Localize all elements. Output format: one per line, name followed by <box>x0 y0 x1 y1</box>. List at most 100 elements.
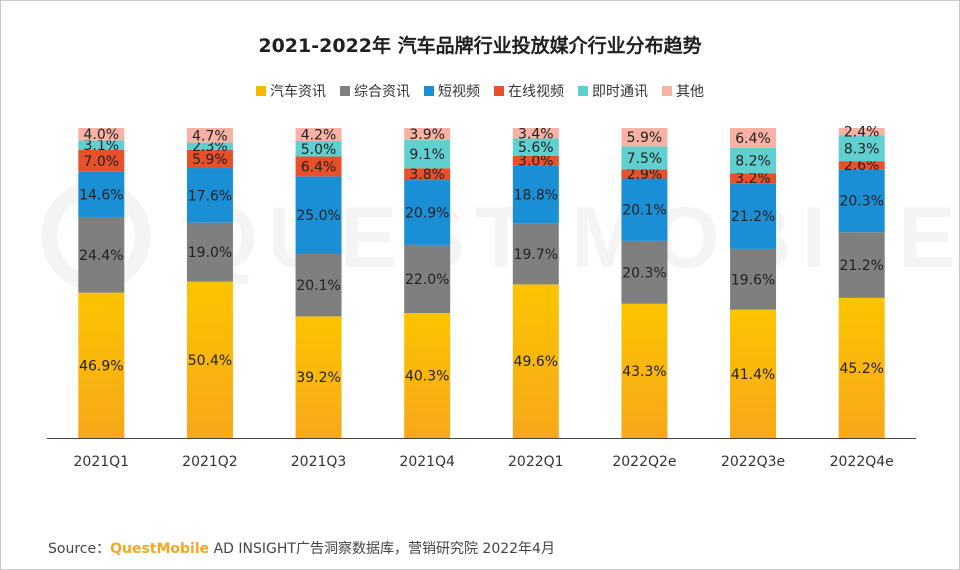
source-text: AD INSIGHT广告洞察数据库，营销研究院 2022年4月 <box>209 541 555 557</box>
bar-segment <box>730 309 777 438</box>
bar-segment <box>78 216 125 293</box>
data-label: 17.6% <box>188 188 232 204</box>
data-label: 2.3% <box>192 139 228 155</box>
chart-title: 2021-2022年 汽车品牌行业投放媒介行业分布趋势 <box>258 35 702 57</box>
data-label: 41.4% <box>731 367 775 383</box>
bar-segment <box>621 178 668 241</box>
legend-item: 在线视频 <box>494 81 564 101</box>
legend-swatch <box>340 86 350 96</box>
data-label: 40.3% <box>405 369 449 385</box>
x-tick-label: 2022Q3e <box>721 454 785 470</box>
bar-segment <box>404 168 451 181</box>
data-label: 20.1% <box>622 203 666 219</box>
bar-segment <box>730 248 777 310</box>
bar-segment <box>186 281 233 438</box>
bar-segment <box>404 180 451 245</box>
data-label: 3.9% <box>409 127 445 143</box>
legend-swatch <box>578 86 588 96</box>
data-label: 3.4% <box>518 126 554 142</box>
bar-segment <box>512 223 559 285</box>
x-tick-label: 2021Q2 <box>182 454 238 470</box>
data-label: 8.3% <box>844 141 880 157</box>
legend-swatch <box>256 86 266 96</box>
bar-segment <box>186 168 233 223</box>
bar-segment <box>295 128 342 142</box>
x-tick-label: 2021Q1 <box>74 454 130 470</box>
bar-segment <box>404 140 451 169</box>
data-label: 24.4% <box>79 248 123 264</box>
data-label: 9.1% <box>409 147 445 163</box>
data-label: 7.5% <box>627 151 663 167</box>
data-label: 20.3% <box>622 265 666 281</box>
bar-segment <box>838 169 885 233</box>
legend-label: 汽车资讯 <box>270 84 326 100</box>
bar-segment <box>621 169 668 179</box>
data-label: 50.4% <box>188 353 232 369</box>
bar-segment <box>621 146 668 170</box>
data-label: 5.9% <box>627 130 663 146</box>
bar-segment <box>512 128 559 139</box>
bar-segment <box>512 284 559 438</box>
legend-item: 汽车资讯 <box>256 81 326 101</box>
data-label: 19.6% <box>731 272 775 288</box>
data-label: 43.3% <box>622 364 666 380</box>
data-label: 3.8% <box>409 167 445 183</box>
data-label: 2.9% <box>627 167 663 183</box>
bar-segment <box>78 128 125 141</box>
bar-segment <box>78 292 125 438</box>
bar-segment <box>621 128 668 147</box>
data-label: 4.2% <box>301 128 337 144</box>
bar-segment <box>295 141 342 157</box>
data-label: 4.0% <box>84 127 120 143</box>
data-label: 4.7% <box>192 128 228 144</box>
bar-segment <box>404 128 451 141</box>
bar-segment <box>295 176 342 254</box>
bar-segment <box>186 149 233 169</box>
source-brand: QuestMobile <box>110 541 210 557</box>
data-label: 5.0% <box>301 142 337 158</box>
legend-swatch <box>662 86 672 96</box>
bar-segment <box>730 173 777 184</box>
data-label: 21.2% <box>731 209 775 225</box>
data-label: 6.4% <box>735 131 771 147</box>
legend-label: 在线视频 <box>508 84 564 100</box>
x-tick-label: 2021Q3 <box>291 454 347 470</box>
legend-label: 短视频 <box>438 84 480 100</box>
bar-segment <box>78 150 125 172</box>
data-label: 45.2% <box>839 361 883 377</box>
legend-item: 短视频 <box>424 81 480 101</box>
bar-segment <box>621 240 668 304</box>
data-label: 49.6% <box>514 354 558 370</box>
data-label: 18.8% <box>514 187 558 203</box>
source-note: Source：QuestMobile AD INSIGHT广告洞察数据库，营销研… <box>48 538 555 558</box>
bar-segment <box>404 313 451 438</box>
bar-segment <box>730 183 777 249</box>
bar-segment <box>186 142 233 150</box>
bar-segment <box>838 135 885 162</box>
x-tick-label: 2022Q2e <box>612 454 676 470</box>
data-label: 19.0% <box>188 245 232 261</box>
bar-segment <box>512 155 559 166</box>
bar-segment <box>186 222 233 282</box>
bar-segment <box>404 244 451 314</box>
bar-segment <box>78 171 125 217</box>
legend-label: 综合资讯 <box>354 84 410 100</box>
chart-legend: 汽车资讯 综合资讯 短视频 在线视频 即时通讯 其他 <box>1 81 959 101</box>
data-label: 3.1% <box>84 138 120 154</box>
bar-segment <box>186 128 233 143</box>
data-label: 39.2% <box>296 370 340 386</box>
legend-swatch <box>424 86 434 96</box>
bar-segment <box>295 316 342 438</box>
data-label: 7.0% <box>84 154 120 170</box>
data-label: 5.6% <box>518 140 554 156</box>
bar-segment <box>838 297 885 438</box>
data-label: 25.0% <box>296 208 340 224</box>
legend-item: 其他 <box>662 81 704 101</box>
source-label: Source： <box>48 541 111 557</box>
data-label: 46.9% <box>79 358 123 374</box>
x-tick-label: 2021Q4 <box>399 454 455 470</box>
data-label: 5.9% <box>192 152 228 168</box>
data-label: 20.3% <box>839 194 883 210</box>
